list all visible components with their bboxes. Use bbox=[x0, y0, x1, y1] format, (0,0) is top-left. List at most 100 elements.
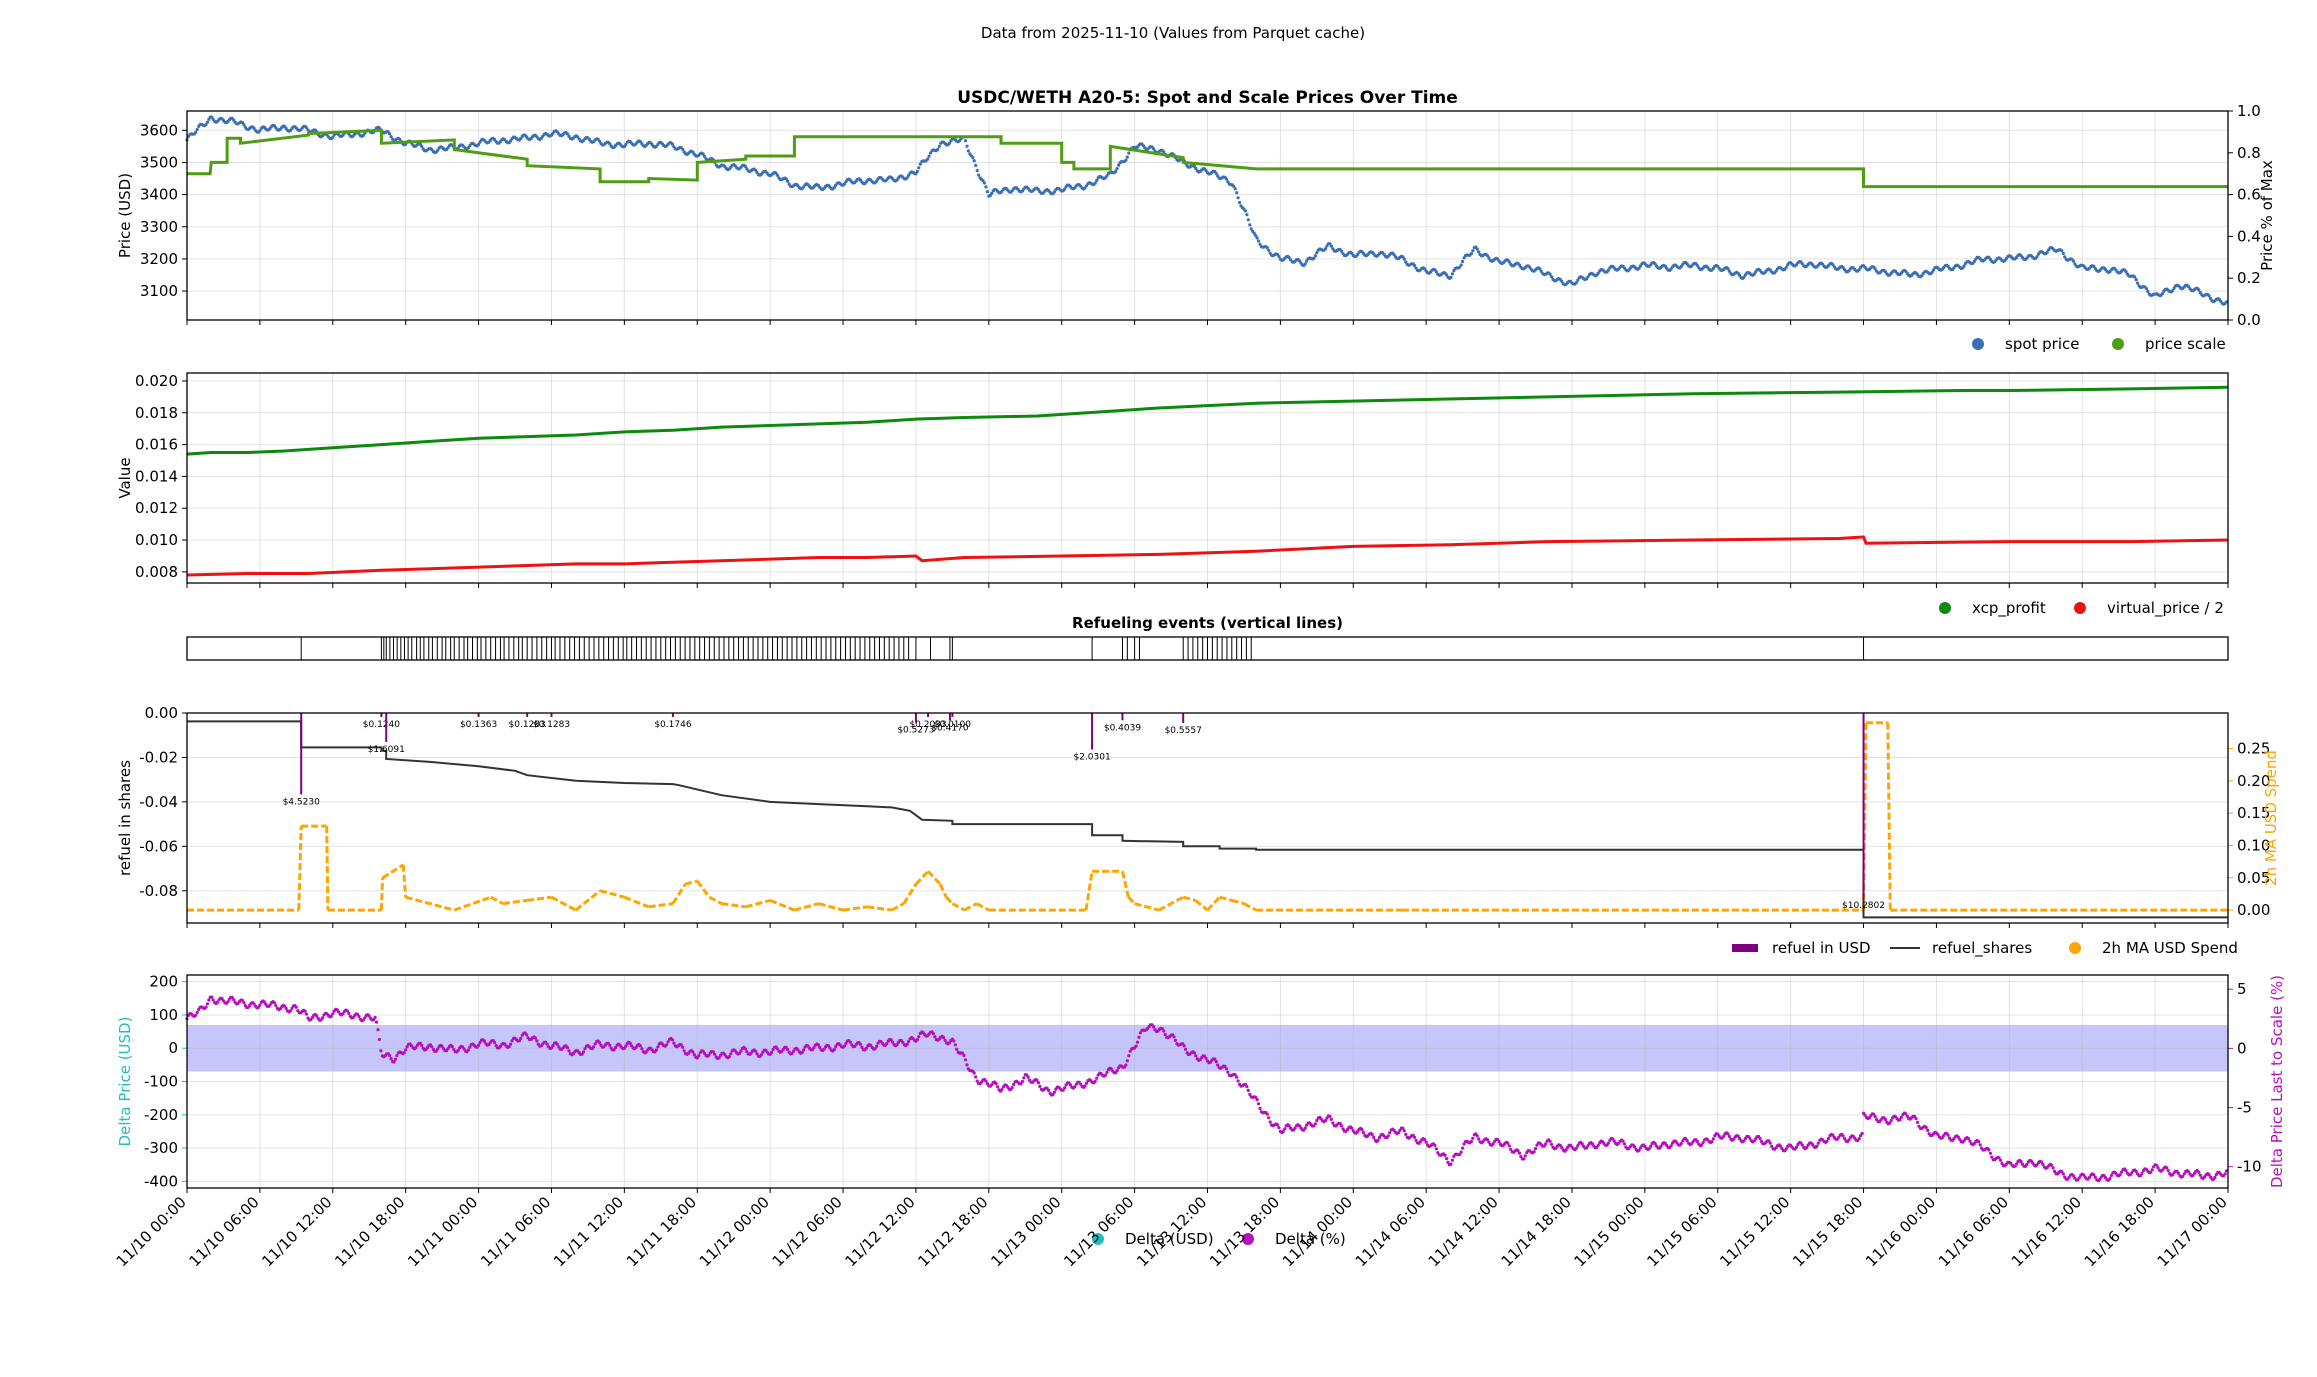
spot-price-point bbox=[971, 156, 975, 160]
spot-price-point bbox=[1152, 147, 1156, 151]
spot-price-point bbox=[1606, 268, 1610, 272]
ma-usd-spend-segment bbox=[769, 899, 795, 912]
spot-price-point bbox=[1548, 272, 1552, 276]
delta-point bbox=[1905, 1114, 1909, 1118]
axes-frame bbox=[186, 974, 2229, 1189]
delta-point bbox=[905, 1042, 909, 1046]
delta-point bbox=[917, 1035, 921, 1039]
y-tick-label: 100 bbox=[149, 1006, 178, 1024]
y-right-tick-label: 0.25 bbox=[2237, 740, 2270, 758]
spot-price-point bbox=[917, 166, 921, 170]
y-right-tick-label: 0.05 bbox=[2237, 869, 2270, 887]
spot-price-point bbox=[1328, 242, 1332, 246]
delta-point bbox=[1805, 1145, 1809, 1150]
spot-price-point bbox=[258, 129, 262, 133]
ma-usd-spend-segment bbox=[914, 870, 930, 886]
spot-price-point bbox=[1962, 264, 1966, 268]
delta-point bbox=[860, 1045, 864, 1049]
delta-point bbox=[1904, 1112, 1908, 1116]
x-tick-label: 11/11 06:00 bbox=[477, 1193, 554, 1270]
spot-price-point bbox=[2060, 249, 2064, 253]
x-tick-label: 11/11 18:00 bbox=[623, 1193, 700, 1270]
delta-point bbox=[242, 1001, 246, 1005]
delta-point bbox=[1475, 1134, 1479, 1138]
delta-point bbox=[210, 995, 214, 999]
delta-point bbox=[507, 1045, 511, 1049]
delta-point bbox=[670, 1038, 675, 1042]
spot-price-point bbox=[965, 144, 969, 148]
spot-price-point bbox=[1507, 260, 1511, 264]
x-tick-label: 11/12 00:00 bbox=[696, 1193, 773, 1270]
spot-price-point bbox=[1117, 163, 1121, 167]
delta-point bbox=[194, 1013, 198, 1017]
spot-price-point bbox=[842, 182, 847, 186]
delta-point bbox=[303, 1009, 307, 1013]
ma-usd-spend-segment bbox=[951, 902, 966, 912]
spot-price-point bbox=[195, 127, 199, 132]
axes-frame bbox=[186, 372, 2229, 584]
delta-point bbox=[1163, 1032, 1167, 1037]
delta-point bbox=[816, 1043, 820, 1047]
delta-point bbox=[2041, 1162, 2045, 1166]
delta-point bbox=[759, 1053, 764, 1057]
y-tick-label: 0.012 bbox=[135, 499, 178, 517]
y-tick-label: 3600 bbox=[140, 121, 178, 139]
spot-price-point bbox=[985, 190, 990, 194]
delta-point bbox=[1649, 1144, 1653, 1148]
spot-price-point bbox=[1305, 259, 1309, 263]
delta-point bbox=[284, 1006, 288, 1011]
delta-point bbox=[1401, 1126, 1405, 1130]
delta-point bbox=[933, 1035, 937, 1039]
spot-price-point bbox=[2208, 296, 2213, 300]
delta-point bbox=[1152, 1025, 1156, 1029]
ma-usd-spend-segment bbox=[902, 883, 918, 905]
x-tick-label: 11/10 00:00 bbox=[113, 1193, 190, 1270]
delta-point bbox=[1700, 1143, 1704, 1147]
spot-price-point bbox=[598, 139, 602, 143]
spot-price-point bbox=[1576, 278, 1580, 282]
delta-point bbox=[1277, 1126, 1281, 1130]
delta-point bbox=[1079, 1082, 1083, 1086]
delta-point bbox=[274, 1004, 278, 1008]
delta-point bbox=[1722, 1134, 1726, 1138]
spot-price-point bbox=[436, 148, 440, 152]
delta-point bbox=[1052, 1090, 1056, 1094]
delta-point bbox=[545, 1042, 549, 1046]
delta-point bbox=[666, 1040, 670, 1044]
spot-price-point bbox=[1462, 256, 1466, 260]
spot-price-point bbox=[1340, 249, 1344, 253]
ma-usd-spend-segment bbox=[867, 905, 892, 912]
spot-price-point bbox=[1095, 178, 1099, 183]
delta-point bbox=[2093, 1175, 2097, 1179]
delta-point bbox=[252, 1002, 256, 1006]
delta-point bbox=[331, 1012, 335, 1016]
delta-point bbox=[376, 1028, 380, 1032]
y-tick-label: -0.02 bbox=[139, 748, 178, 766]
x-tick-label: 11/11 00:00 bbox=[404, 1193, 481, 1270]
delta-point bbox=[1388, 1131, 1392, 1135]
spot-price-point bbox=[1224, 177, 1229, 181]
y-right-tick-label: 0.10 bbox=[2237, 836, 2270, 854]
delta-point bbox=[1020, 1079, 1024, 1084]
delta-point bbox=[204, 1005, 208, 1009]
delta-point bbox=[374, 1020, 379, 1024]
ma-usd-spend-segment bbox=[405, 895, 455, 912]
spot-price-point bbox=[2045, 250, 2049, 254]
spot-price-point bbox=[205, 120, 209, 124]
delta-point bbox=[1742, 1139, 1746, 1143]
delta-point bbox=[915, 1038, 920, 1042]
delta-point bbox=[1135, 1040, 1140, 1044]
spot-price-point bbox=[2035, 255, 2039, 259]
refuel-usd-label: $0.4039 bbox=[1104, 723, 1141, 733]
delta-point bbox=[786, 1047, 790, 1051]
delta-point bbox=[388, 1053, 392, 1058]
delta-point bbox=[533, 1036, 538, 1040]
delta-point bbox=[2224, 1169, 2229, 1173]
spot-price-point bbox=[1063, 187, 1067, 191]
delta-point bbox=[895, 1043, 899, 1047]
delta-point bbox=[207, 998, 211, 1002]
delta-point bbox=[583, 1047, 587, 1051]
spot-price-point bbox=[388, 132, 392, 136]
delta-point bbox=[1638, 1146, 1643, 1150]
x-tick-label: 11/15 00:00 bbox=[1570, 1193, 1647, 1270]
